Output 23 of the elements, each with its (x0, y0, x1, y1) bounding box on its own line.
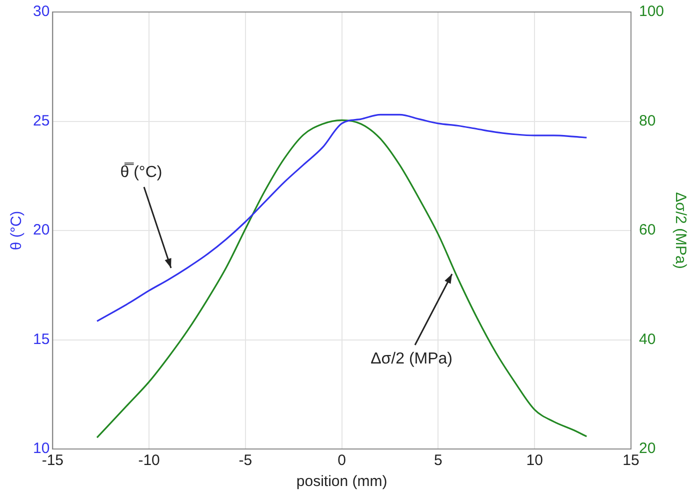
line-series (96, 114, 588, 322)
y2-tick-label: 100 (638, 3, 664, 20)
x-tick-label: 5 (434, 452, 442, 470)
y2-tick-label: 60 (638, 222, 656, 239)
x-tick-label: 0 (338, 452, 346, 470)
annotation: θ̿ (°C) (120, 162, 162, 182)
line-series (96, 119, 588, 438)
x-tick-label: -15 (42, 452, 64, 470)
y-tick-label: 30 (32, 3, 50, 20)
y-tick-label: 25 (32, 112, 50, 130)
x-tick-label: 10 (526, 452, 543, 470)
y2-tick-label: 20 (638, 440, 656, 458)
y-axis-title: θ (°C) (8, 210, 26, 250)
y2-tick-label: 80 (638, 112, 656, 130)
x-tick-label: 15 (622, 452, 640, 470)
annotation: Δσ/2 (MPa) (370, 350, 453, 368)
y2-axis-title: Δσ/2 (MPa) (672, 192, 689, 269)
y-tick-label: 20 (32, 222, 50, 239)
x-tick-label: -5 (238, 452, 252, 470)
y2-tick-label: 40 (638, 330, 656, 348)
y-tick-label: 15 (32, 330, 50, 348)
x-tick-label: -10 (138, 452, 160, 470)
x-axis-title: position (mm) (296, 473, 388, 490)
